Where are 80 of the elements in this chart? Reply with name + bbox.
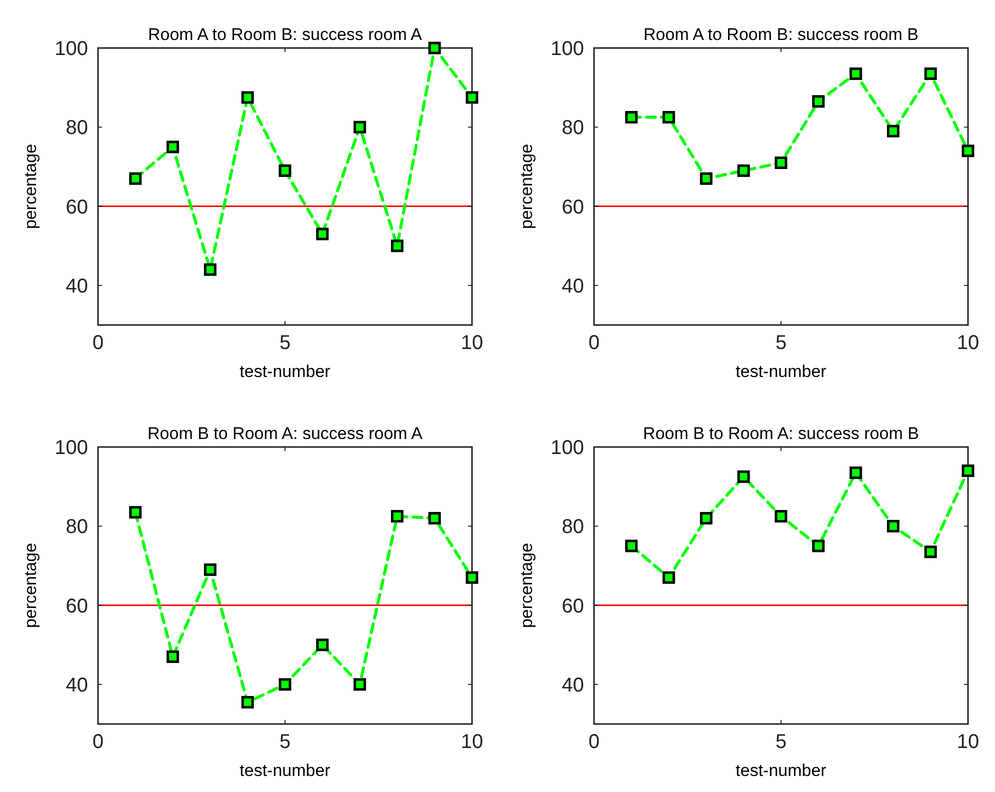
x-tick-label: 10	[460, 731, 484, 753]
y-tick-label: 100	[54, 38, 88, 60]
chart-title: Room A to Room B: success room A	[148, 25, 423, 44]
y-axis-title: percentage	[517, 542, 536, 628]
point	[924, 546, 937, 558]
y-axis-title: percentage	[21, 542, 40, 628]
point	[204, 563, 216, 576]
chart-title: Room A to Room B: success room B	[644, 25, 918, 44]
y-tick-label: 80	[562, 516, 584, 538]
point	[924, 67, 937, 80]
x-tick-label: 0	[92, 731, 104, 753]
point	[850, 466, 862, 479]
point	[962, 464, 974, 477]
y-tick-label: 60	[562, 595, 584, 618]
y-tick-label: 80	[66, 117, 88, 140]
point	[241, 696, 254, 708]
y-axis-title: percentage	[21, 144, 40, 230]
point	[812, 540, 825, 552]
y-tick-label: 40	[562, 674, 584, 696]
x-axis-title: test-number	[240, 362, 331, 381]
x-tick-label: 10	[460, 332, 484, 354]
point	[625, 540, 638, 552]
x-tick-label: 10	[956, 332, 980, 354]
point	[354, 120, 366, 134]
point	[129, 172, 142, 185]
point	[737, 470, 750, 483]
x-tick-label: 5	[279, 731, 291, 753]
point	[700, 172, 712, 185]
point	[316, 638, 329, 652]
point	[316, 228, 329, 240]
point	[166, 140, 180, 154]
x-axis-title: test-number	[736, 761, 827, 780]
point	[774, 156, 788, 170]
y-tick-label: 100	[550, 38, 584, 60]
y-tick-label: 100	[550, 437, 584, 459]
point	[625, 111, 638, 124]
x-axis-title: test-number	[736, 362, 827, 381]
point	[850, 67, 862, 80]
point	[662, 111, 676, 124]
y-tick-label: 60	[66, 196, 88, 218]
y-tick-label: 100	[54, 437, 88, 459]
point	[662, 571, 676, 584]
x-tick-label: 0	[588, 332, 600, 354]
x-tick-label: 0	[92, 332, 104, 354]
x-axis-title: test-number	[240, 761, 331, 780]
point	[204, 263, 216, 276]
point	[886, 520, 900, 532]
chart-title: Room B to Room A: success room A	[148, 424, 424, 443]
point	[354, 678, 366, 691]
point	[390, 510, 404, 522]
x-tick-label: 5	[775, 332, 787, 354]
y-axis-title: percentage	[517, 144, 536, 230]
point	[129, 506, 142, 519]
x-tick-label: 0	[588, 731, 600, 753]
y-tick-label: 60	[562, 196, 584, 218]
point	[390, 240, 404, 252]
y-tick-label: 60	[66, 595, 88, 618]
y-tick-label: 80	[66, 516, 88, 538]
point	[428, 512, 441, 524]
point	[886, 124, 900, 138]
point	[278, 164, 292, 177]
point	[278, 678, 292, 691]
chart-title: Room B to Room A: success room B	[643, 424, 919, 443]
point	[241, 91, 254, 104]
x-tick-label: 5	[775, 731, 787, 753]
point	[466, 571, 478, 584]
y-tick-label: 40	[66, 275, 88, 298]
point	[962, 144, 974, 158]
point	[166, 650, 180, 663]
x-tick-label: 10	[956, 731, 980, 753]
point	[774, 510, 788, 522]
point	[812, 95, 825, 108]
y-tick-label: 80	[562, 117, 584, 140]
point	[700, 512, 712, 524]
x-tick-label: 5	[279, 332, 291, 354]
point	[737, 164, 750, 177]
point	[428, 42, 441, 54]
point	[466, 91, 478, 104]
y-tick-label: 40	[562, 275, 584, 298]
y-tick-label: 40	[66, 674, 88, 696]
